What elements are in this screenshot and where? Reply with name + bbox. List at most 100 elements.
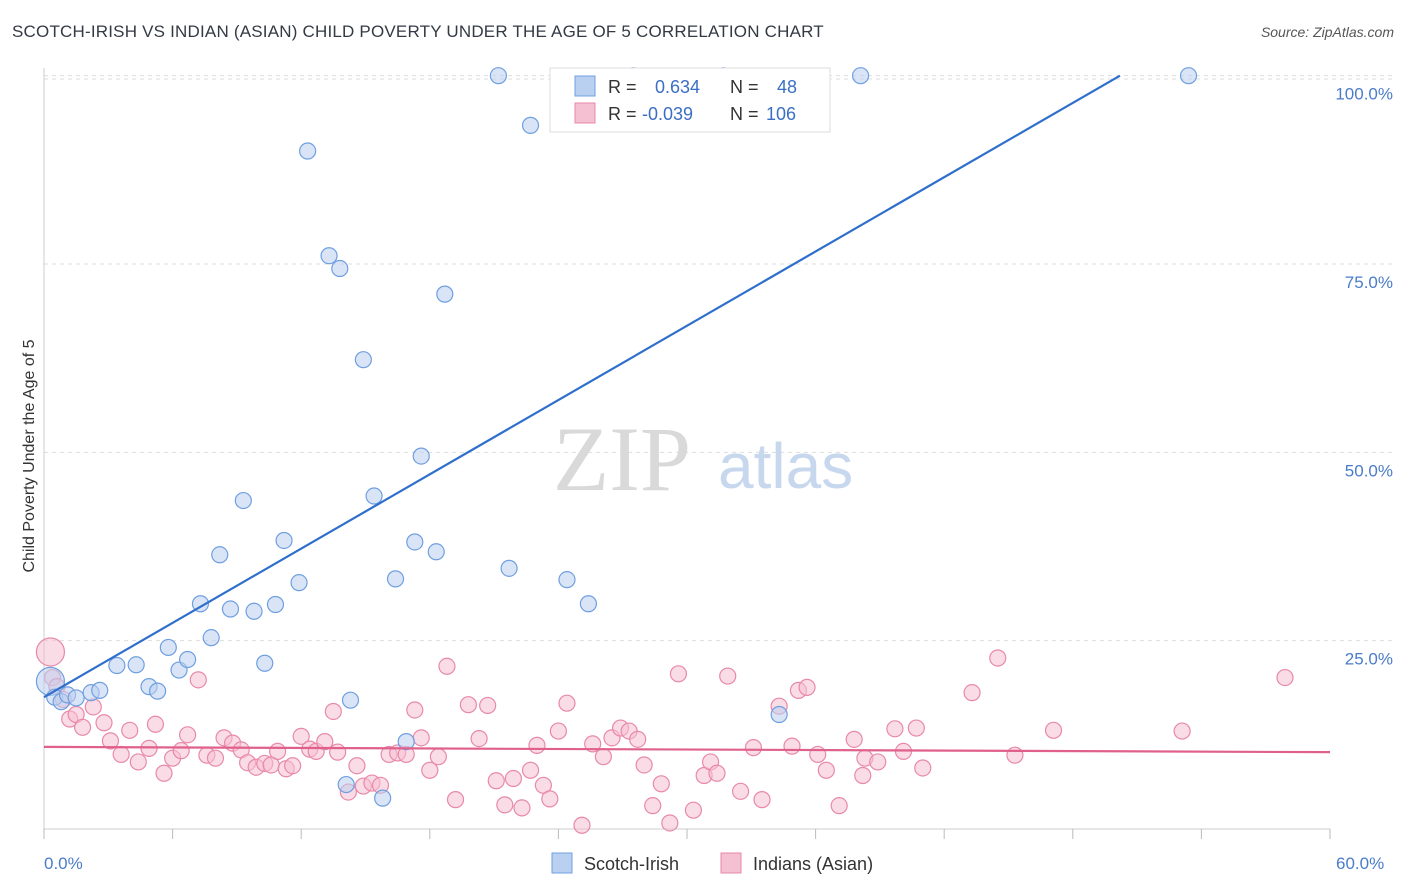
data-point [479, 696, 497, 715]
data-point [172, 742, 190, 760]
data-point [412, 729, 430, 747]
data-point [337, 775, 355, 794]
data-point [1044, 721, 1063, 739]
stats-r-value-1: 0.634 [655, 77, 700, 97]
data-point [354, 351, 372, 369]
data-point [753, 791, 771, 809]
data-point [886, 720, 904, 738]
legend-swatch-indians-asian [720, 852, 742, 874]
series-scotch-irish-points [35, 67, 1198, 807]
data-point [854, 766, 872, 785]
y-tick-labels: 25.0% 50.0% 75.0% 100.0% [1335, 85, 1393, 669]
data-point [487, 772, 505, 790]
data-point [521, 116, 540, 134]
y-tick-label: 25.0% [1345, 650, 1393, 669]
x-tick-label-min: 0.0% [44, 854, 83, 873]
stats-legend-box [549, 67, 831, 133]
data-point [406, 533, 424, 551]
data-point [446, 791, 465, 809]
stats-n-label-2: N = [730, 104, 759, 124]
chart-title: SCOTCH-IRISH VS INDIAN (ASIAN) CHILD POV… [12, 22, 824, 41]
series-legend: Scotch-Irish Indians (Asian) [551, 852, 873, 874]
x-tick-label-max: 60.0% [1336, 854, 1384, 873]
y-tick-label: 75.0% [1345, 273, 1393, 292]
data-point [719, 667, 737, 685]
data-point [421, 761, 439, 779]
data-point [558, 571, 576, 589]
data-point [541, 790, 559, 808]
data-point [1276, 668, 1294, 687]
data-point [852, 67, 870, 85]
stats-swatch-scotch-irish [574, 75, 596, 97]
data-point [963, 684, 981, 702]
data-point [830, 797, 848, 815]
data-point [290, 574, 308, 592]
data-point [500, 559, 518, 577]
data-point [266, 595, 285, 614]
stats-r-label-2: R = [608, 104, 637, 124]
legend-label-scotch-irish: Scotch-Irish [584, 854, 679, 874]
y-tick-label: 50.0% [1345, 461, 1393, 480]
data-point [798, 678, 816, 696]
data-point [513, 799, 531, 817]
data-point [146, 715, 165, 733]
watermark-atlas: atlas [718, 430, 853, 502]
data-point [594, 748, 613, 766]
data-point [1006, 746, 1024, 764]
data-point [84, 698, 102, 716]
data-point [121, 721, 139, 739]
data-point [470, 729, 488, 748]
y-axis-label: Child Poverty Under the Age of 5 [21, 339, 38, 572]
data-point [191, 595, 210, 613]
data-point [374, 789, 392, 807]
data-point [731, 782, 750, 800]
data-point [744, 739, 763, 757]
data-point [521, 761, 540, 779]
data-point [269, 742, 287, 761]
data-point [292, 727, 310, 745]
data-point [341, 691, 360, 709]
data-point [496, 796, 514, 814]
data-point [320, 247, 338, 265]
data-point [412, 447, 430, 465]
stats-n-value-1: 48 [777, 77, 797, 97]
source-credit: Source: ZipAtlas.com [1260, 24, 1394, 40]
data-point [429, 748, 447, 766]
y-tick-label: 100.0% [1335, 85, 1393, 104]
data-point [629, 730, 647, 748]
data-point [504, 769, 522, 788]
trendlines [43, 74, 1331, 754]
data-point [275, 531, 293, 550]
data-point [907, 719, 925, 737]
data-point [661, 814, 679, 832]
data-point [179, 726, 197, 744]
data-point [256, 654, 274, 672]
data-point [331, 259, 349, 278]
data-point [817, 761, 835, 779]
data-point [436, 285, 454, 303]
data-point [348, 757, 366, 775]
gridlines [44, 75, 1395, 642]
data-point [67, 689, 85, 707]
data-point [406, 701, 424, 719]
data-point [1173, 722, 1191, 740]
data-point [155, 764, 173, 782]
data-point [489, 67, 507, 85]
stats-legend: R = 0.634 N = 48 R = -0.039 N = 106 [549, 67, 831, 133]
data-point [73, 718, 92, 736]
data-point [459, 696, 477, 714]
data-point [101, 732, 120, 750]
stats-swatch-indians-asian [574, 102, 596, 124]
data-point [558, 694, 576, 712]
data-point [809, 745, 827, 764]
data-point [584, 735, 602, 753]
data-point [189, 671, 207, 689]
data-point [579, 595, 598, 613]
data-point [95, 714, 113, 732]
data-point [324, 702, 342, 721]
stats-r-label-1: R = [608, 77, 637, 97]
data-point [869, 753, 887, 771]
data-point [112, 745, 130, 764]
data-point [179, 650, 197, 669]
